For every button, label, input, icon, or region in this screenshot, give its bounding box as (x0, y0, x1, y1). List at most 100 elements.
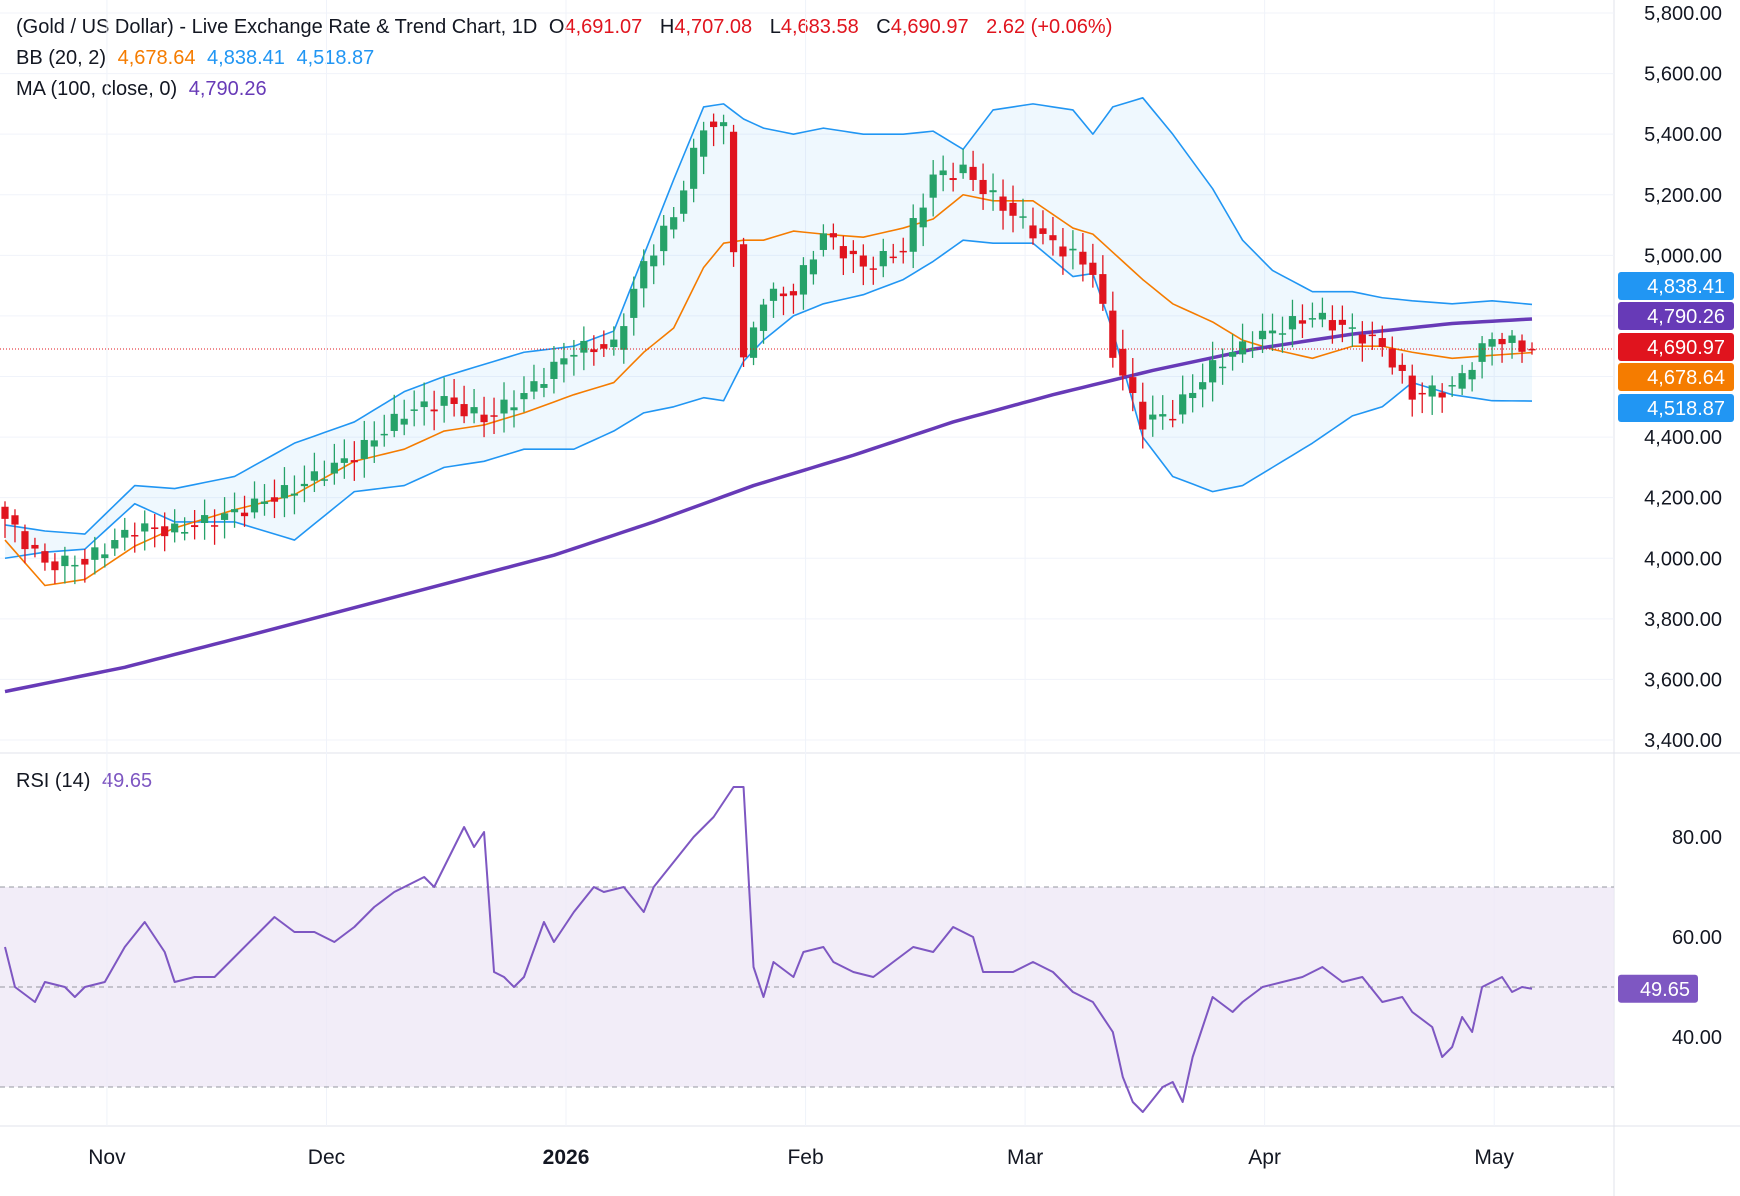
ma-legend[interactable]: MA (100, close, 0) 4,790.26 (16, 78, 273, 101)
candle-up (630, 288, 638, 318)
candle-up (1478, 343, 1486, 362)
candle-up (1508, 335, 1516, 343)
candle-down (81, 558, 89, 565)
candle-down (1049, 235, 1057, 241)
candle-down (51, 561, 59, 571)
candle-down (729, 131, 738, 253)
candle-down (1398, 364, 1406, 371)
price-badge (1618, 394, 1734, 422)
candle-down (899, 250, 907, 253)
candle-down (590, 349, 598, 353)
candle-down (789, 291, 798, 296)
price-badge (1618, 272, 1734, 300)
candle-up (1019, 216, 1027, 218)
candle-up (280, 485, 289, 499)
candle-up (420, 401, 428, 408)
candle-down (151, 527, 159, 530)
candle-up (310, 471, 318, 481)
bb-basis-value: 4,678.64 (117, 47, 196, 69)
candle-up (670, 217, 678, 230)
price-badge-label: 4,518.87 (1647, 398, 1725, 420)
symbol-title: (Gold / US Dollar) - Live Exchange Rate … (16, 16, 538, 38)
candle-down (240, 512, 249, 517)
candle-up (719, 122, 728, 127)
price-tick-label: 3,600.00 (1644, 669, 1722, 691)
price-tick-label: 3,800.00 (1644, 609, 1722, 631)
candle-up (470, 407, 478, 414)
rsi-tick-label: 40.00 (1672, 1027, 1722, 1049)
candle-up (500, 399, 508, 414)
candle-up (550, 361, 558, 379)
candle-up (560, 358, 568, 365)
candle-down (600, 344, 608, 349)
low-value: L4,683.58 (769, 16, 859, 38)
price-tick-label: 5,000.00 (1644, 245, 1722, 267)
candle-down (1099, 274, 1107, 304)
candle-down (979, 179, 987, 195)
candle-down (1029, 225, 1037, 239)
candle-up (340, 458, 348, 463)
rsi-badge (1618, 974, 1698, 1003)
candle-up (1189, 392, 1197, 399)
candle-up (1258, 330, 1267, 340)
candle-up (819, 233, 827, 250)
candle-down (949, 178, 957, 181)
open-value: O4,691.07 (548, 16, 643, 38)
candle-down (1129, 377, 1137, 394)
candle-down (131, 535, 139, 537)
candle-down (1418, 392, 1426, 395)
time-tick-label: Mar (1007, 1146, 1043, 1169)
candle-up (250, 498, 259, 513)
candle-up (201, 515, 209, 524)
candle-up (360, 439, 368, 459)
candle-up (1448, 385, 1456, 387)
price-badge-label: 4,678.64 (1647, 367, 1725, 389)
price-tick-label: 5,400.00 (1644, 124, 1722, 146)
candle-up (1238, 341, 1247, 355)
candle-up (370, 440, 378, 447)
bb-legend[interactable]: BB (20, 2) 4,678.64 4,838.41 4,518.87 (16, 47, 380, 70)
time-tick-label: Dec (308, 1146, 345, 1169)
ma-label: MA (100, close, 0) (16, 78, 178, 100)
rsi-badge-label: 49.65 (1640, 979, 1690, 1001)
bb-lower-value: 4,518.87 (296, 47, 375, 69)
price-badge-label: 4,790.26 (1647, 306, 1725, 328)
price-badge-label: 4,690.97 (1647, 337, 1725, 359)
candle-up (1348, 327, 1356, 329)
candle-up (809, 259, 818, 275)
candle-down (490, 415, 498, 417)
price-tick-label: 4,000.00 (1644, 548, 1722, 570)
bb-basis-line (4, 193, 1533, 587)
candle-up (959, 164, 967, 174)
ma-line (4, 317, 1533, 694)
candle-down (1438, 392, 1446, 398)
candle-up (570, 354, 578, 357)
candle-up (1468, 369, 1476, 380)
candle-down (480, 414, 488, 423)
candle-down (1298, 320, 1307, 324)
candle-down (710, 121, 718, 128)
candles (1, 113, 1536, 585)
candle-down (829, 233, 837, 238)
candle-up (610, 339, 618, 348)
price-tick-label: 5,800.00 (1644, 3, 1722, 25)
candle-down (11, 515, 19, 525)
candle-up (749, 327, 758, 358)
candle-down (1358, 334, 1366, 344)
candle-up (1268, 330, 1277, 334)
candle-up (909, 218, 917, 252)
candle-down (1368, 334, 1376, 337)
candle-down (779, 293, 788, 297)
candle-up (260, 501, 269, 504)
rsi-tick-label: 60.00 (1672, 927, 1722, 949)
candle-up (759, 304, 768, 331)
candle-up (101, 554, 109, 559)
candle-down (1528, 348, 1536, 351)
rsi-legend[interactable]: RSI (14) 49.65 (16, 770, 158, 793)
candle-down (1059, 246, 1067, 257)
candle-up (1488, 339, 1496, 347)
candle-down (1328, 320, 1336, 331)
candle-down (430, 409, 438, 412)
candle-up (181, 531, 189, 534)
